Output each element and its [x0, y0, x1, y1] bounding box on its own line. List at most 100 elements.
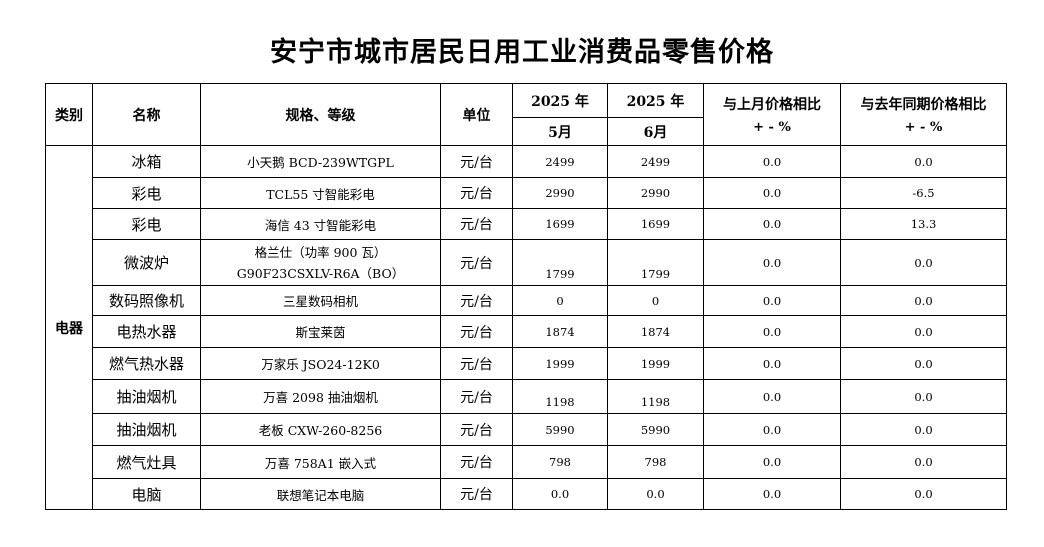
table-row: 燃气灶具 万喜 758A1 嵌入式 元/台 798 798 0.0 0.0	[46, 445, 1007, 479]
table-row: 抽油烟机 老板 CXW-260-8256 元/台 5990 5990 0.0 0…	[46, 413, 1007, 446]
item-name: 数码照像机	[92, 285, 201, 316]
item-unit: 元/台	[440, 347, 513, 380]
table-row: 数码照像机 三星数码相机 元/台 0 0 0.0 0.0	[46, 285, 1007, 316]
table-row: 抽油烟机 万喜 2098 抽油烟机 元/台 1198 1198 0.0 0.0	[46, 379, 1007, 414]
price-may: 1999	[512, 347, 608, 380]
item-spec-line: G90F23CSXLV-R6A（BO）	[236, 265, 405, 281]
change-mom: 0.0	[703, 315, 841, 348]
header-category: 类别	[45, 83, 93, 146]
header-row: 类别 名称 规格、等级 单位 2025 年 2025 年 与上月价格相比 + -…	[45, 83, 1007, 146]
item-name: 抽油烟机	[92, 379, 201, 414]
item-name: 燃气灶具	[92, 445, 201, 479]
item-name: 冰箱	[92, 145, 201, 178]
item-unit: 元/台	[440, 177, 513, 209]
item-name: 彩电	[92, 177, 201, 209]
item-spec: 格兰仕（功率 900 瓦） G90F23CSXLV-R6A（BO）	[200, 239, 441, 286]
item-spec: 老板 CXW-260-8256	[200, 413, 441, 446]
table-row: 燃气热水器 万家乐 JSO24-12K0 元/台 1999 1999 0.0 0…	[46, 347, 1007, 380]
price-jun: 798	[607, 445, 704, 479]
change-yoy: -6.5	[840, 177, 1007, 209]
item-unit: 元/台	[440, 379, 513, 414]
change-yoy: 0.0	[840, 413, 1007, 446]
item-name: 电热水器	[92, 315, 201, 348]
change-yoy: 0.0	[840, 239, 1007, 286]
price-jun: 2990	[607, 177, 704, 209]
header-jun-year: 2025 年	[607, 83, 704, 118]
table-row: 电脑 联想笔记本电脑 元/台 0.0 0.0 0.0 0.0	[46, 478, 1007, 510]
change-yoy: 0.0	[840, 145, 1007, 178]
change-yoy: 0.0	[840, 478, 1007, 510]
price-jun: 0	[607, 285, 704, 316]
item-unit: 元/台	[440, 413, 513, 446]
price-may: 0	[512, 285, 608, 316]
change-yoy: 0.0	[840, 315, 1007, 348]
header-mom-label: 与上月价格相比	[723, 97, 821, 113]
item-spec: 斯宝莱茵	[200, 315, 441, 348]
price-may: 5990	[512, 413, 608, 446]
item-spec: 万喜 758A1 嵌入式	[200, 445, 441, 479]
price-jun: 1799	[607, 239, 704, 286]
item-unit: 元/台	[440, 445, 513, 479]
header-yoy-label: 与去年同期价格相比	[860, 97, 987, 113]
item-spec: 海信 43 寸智能彩电	[200, 208, 441, 240]
header-mom-unit: + - %	[753, 120, 791, 135]
item-name: 抽油烟机	[92, 413, 201, 446]
header-mom: 与上月价格相比 + - %	[703, 83, 841, 146]
item-spec: 万喜 2098 抽油烟机	[200, 379, 441, 414]
price-jun: 1874	[607, 315, 704, 348]
change-mom: 0.0	[703, 347, 841, 380]
price-table: 类别 名称 规格、等级 单位 2025 年 2025 年 与上月价格相比 + -…	[45, 83, 1007, 510]
item-spec: TCL55 寸智能彩电	[200, 177, 441, 209]
item-spec: 万家乐 JSO24-12K0	[200, 347, 441, 380]
change-mom: 0.0	[703, 177, 841, 209]
table-row: 微波炉 格兰仕（功率 900 瓦） G90F23CSXLV-R6A（BO） 元/…	[46, 239, 1007, 286]
category-cell: 电器	[45, 145, 93, 510]
header-spec: 规格、等级	[200, 83, 441, 146]
item-spec: 三星数码相机	[200, 285, 441, 316]
change-mom: 0.0	[703, 285, 841, 316]
price-jun: 5990	[607, 413, 704, 446]
item-name: 微波炉	[92, 239, 201, 286]
item-name: 燃气热水器	[92, 347, 201, 380]
change-yoy: 13.3	[840, 208, 1007, 240]
change-yoy: 0.0	[840, 285, 1007, 316]
table-row: 电热水器 斯宝莱茵 元/台 1874 1874 0.0 0.0	[46, 315, 1007, 348]
change-mom: 0.0	[703, 239, 841, 286]
price-jun: 1699	[607, 208, 704, 240]
item-unit: 元/台	[440, 315, 513, 348]
price-may: 2499	[512, 145, 608, 178]
header-unit: 单位	[440, 83, 513, 146]
price-jun: 0.0	[607, 478, 704, 510]
item-unit: 元/台	[440, 285, 513, 316]
change-yoy: 0.0	[840, 445, 1007, 479]
item-spec-line: 格兰仕（功率 900 瓦）	[254, 244, 387, 260]
item-unit: 元/台	[440, 208, 513, 240]
header-may-year: 2025 年	[512, 83, 608, 118]
change-mom: 0.0	[703, 379, 841, 414]
change-yoy: 0.0	[840, 347, 1007, 380]
price-may: 1874	[512, 315, 608, 348]
item-unit: 元/台	[440, 239, 513, 286]
table-row: 彩电 海信 43 寸智能彩电 元/台 1699 1699 0.0 13.3	[46, 208, 1007, 240]
price-may: 0.0	[512, 478, 608, 510]
item-unit: 元/台	[440, 478, 513, 510]
price-jun: 1999	[607, 347, 704, 380]
change-mom: 0.0	[703, 145, 841, 178]
change-mom: 0.0	[703, 445, 841, 479]
header-yoy-unit: + - %	[904, 120, 943, 135]
table-row: 彩电 TCL55 寸智能彩电 元/台 2990 2990 0.0 -6.5	[46, 177, 1007, 209]
item-name: 电脑	[92, 478, 201, 510]
change-mom: 0.0	[703, 478, 841, 510]
item-spec: 小天鹅 BCD-239WTGPL	[200, 145, 441, 178]
price-may: 2990	[512, 177, 608, 209]
price-may: 798	[512, 445, 608, 479]
header-jun-month: 6月	[607, 117, 704, 146]
change-mom: 0.0	[703, 208, 841, 240]
change-mom: 0.0	[703, 413, 841, 446]
price-may: 1699	[512, 208, 608, 240]
header-row-months: 5月 6月	[46, 117, 1007, 146]
change-yoy: 0.0	[840, 379, 1007, 414]
price-may: 1198	[512, 379, 608, 414]
item-spec: 联想笔记本电脑	[200, 478, 441, 510]
page-title: 安宁市城市居民日用工业消费品零售价格	[270, 37, 774, 68]
